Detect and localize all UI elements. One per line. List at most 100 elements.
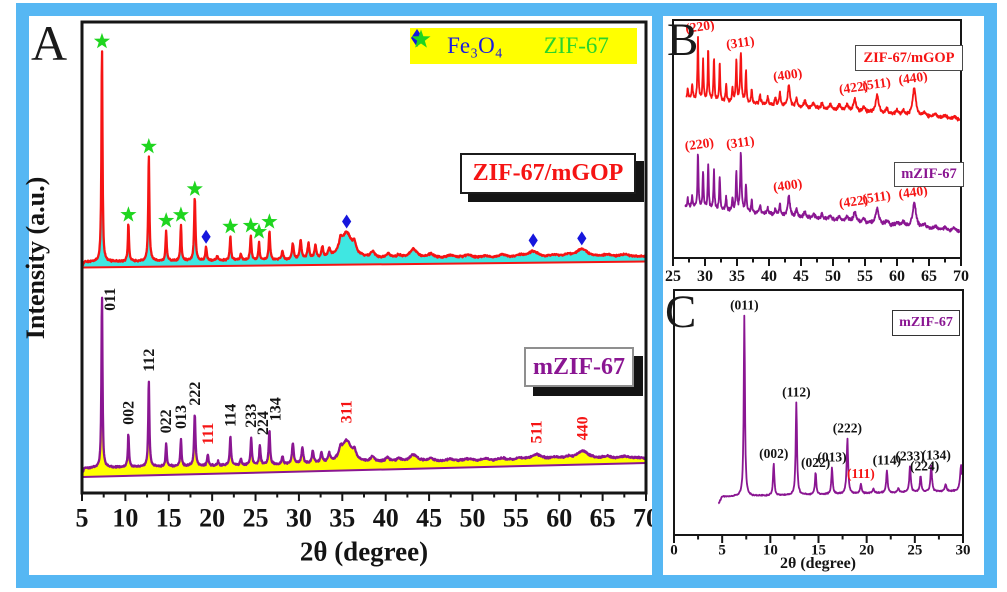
peak-hkl-label: 112: [141, 349, 158, 372]
peak-hkl-label: (111): [847, 466, 875, 481]
panel-a-series-box-mzif67: mZIF-67: [524, 347, 634, 387]
x-tick-label: 15: [156, 503, 182, 532]
peak-hkl-label: 511: [529, 420, 546, 443]
peak-hkl-label: (422): [838, 78, 869, 97]
panel-divider: [652, 16, 663, 575]
fe3o4-diamond-marker: [528, 233, 538, 248]
peak-hkl-label: 022: [158, 409, 175, 433]
peak-hkl-label: (511): [861, 188, 891, 207]
figure-border: [16, 3, 997, 588]
peak-hkl-label: (233): [895, 448, 924, 463]
diffraction-trace: [717, 314, 963, 505]
peak-hkl-label: (311): [725, 133, 755, 152]
x-tick-label: 45: [416, 503, 442, 532]
x-tick-label: 60: [889, 268, 905, 285]
diffraction-trace: [81, 50, 647, 267]
peak-hkl-label: (134): [922, 448, 951, 463]
zif67-star-marker: [140, 137, 157, 154]
panel-B-series-zif67mgop: (220) (311) (400) (422)(511) (440): [684, 17, 961, 122]
peak-hkl-label: 013: [173, 405, 190, 429]
x-tick-label: 30: [956, 542, 971, 558]
x-tick-label: 40: [373, 503, 399, 532]
zif67-star-marker: [242, 217, 259, 233]
x-tick-label: 25: [907, 542, 922, 558]
x-tick-label: 30: [697, 268, 713, 285]
x-tick-label: 20: [859, 542, 874, 558]
peak-hkl-label: 011: [102, 288, 119, 311]
peak-hkl-label: 311: [339, 400, 356, 423]
panel-b-letter: B: [667, 14, 699, 66]
x-tick-label: 40: [761, 268, 777, 285]
fe3o4-diamond-marker: [342, 214, 352, 229]
peak-hkl-label: 134: [267, 397, 284, 421]
peak-hkl-label: (311): [725, 33, 755, 52]
x-tick-label: 50: [459, 503, 485, 532]
x-tick-label: 65: [590, 503, 616, 532]
panel-b-series-box-mzif67: mZIF-67: [894, 162, 964, 187]
panel-b-series-box-zif67mgop: ZIF-67/mGOP: [855, 45, 963, 71]
peak-hkl-label: (022): [801, 455, 830, 470]
peak-hkl-label: (002): [759, 446, 788, 461]
peak-hkl-label: (511): [861, 74, 891, 93]
peak-hkl-label: (222): [833, 421, 862, 436]
panel-c-x-axis-title: 2θ (degree): [779, 555, 857, 572]
x-tick-label: 55: [503, 503, 529, 532]
x-tick-label: 65: [921, 268, 937, 285]
diffraction-trace: [685, 36, 961, 122]
panel-a-y-axis-title: Intensity (a.u.): [21, 176, 50, 340]
x-tick-label: 35: [329, 503, 355, 532]
peak-hkl-label: (440): [897, 183, 928, 202]
panel-C-series-mzif67: (011) (002) (112) (022)(013) (222) (111)(114)…: [717, 298, 963, 505]
baseline-line: [82, 260, 646, 269]
peak-hkl-label: 114: [222, 404, 239, 427]
zif67-star-marker: [93, 32, 111, 49]
legend-zif67-label: ZIF-67: [543, 33, 609, 58]
x-tick-label: 60: [546, 503, 572, 532]
x-tick-label: 10: [112, 503, 138, 532]
x-tick-label: 25: [243, 503, 269, 532]
panel-a-x-axis-title: 2θ (degree): [299, 536, 429, 567]
x-tick-label: 15: [811, 542, 826, 558]
x-tick-label: 50: [825, 268, 841, 285]
panel-c-letter: C: [665, 286, 697, 338]
zif67-star-marker: [222, 218, 239, 234]
panel-a-legend: Fe₃O₄ ZIF-67: [410, 28, 637, 64]
peak-hkl-label: 440: [575, 416, 592, 440]
panel-C-plot: (011) (002) (112) (022)(013) (222) (111)(114)…: [670, 289, 971, 558]
zif67-star-marker: [172, 206, 189, 222]
peak-hkl-label: (011): [730, 298, 759, 313]
panel-c-series-box-mzif67: mZIF-67: [892, 310, 960, 336]
fe3o4-diamond-marker: [577, 231, 587, 246]
peak-hkl-label: 002: [120, 401, 137, 425]
zif67-star-marker: [158, 212, 175, 228]
peak-hkl-label: (013): [817, 449, 846, 464]
panel-B-series-mzif67: (220) (311) (400) (422)(511) (440): [684, 133, 961, 234]
peak-hkl-label: 222: [187, 382, 204, 406]
peak-hkl-label: (114): [873, 452, 902, 467]
zif67-star-marker: [261, 213, 278, 229]
panel-B-plot: (220)(311)(400)(422)(511) (440)(220) (311)…: [665, 17, 969, 285]
x-tick-label: 70: [953, 268, 969, 285]
peak-hkl-label: (224): [910, 459, 939, 474]
x-tick-label: 5: [76, 503, 89, 532]
peak-hkl-label: 233: [243, 404, 260, 428]
peak-hkl-label: 224: [255, 411, 272, 435]
x-tick-label: 45: [793, 268, 809, 285]
panel-a-series-box-zif67mgop: ZIF-67/mGOP: [460, 153, 636, 194]
x-tick-label: 30: [286, 503, 312, 532]
zif67-star-marker: [120, 206, 137, 222]
fill-area: [82, 297, 646, 477]
peak-hkl-label: (422): [838, 192, 869, 211]
peak-hkl-label: 111: [200, 423, 217, 445]
x-tick-label: 35: [729, 268, 745, 285]
peak-hkl-label: (112): [782, 384, 811, 399]
x-tick-label: 10: [763, 542, 778, 558]
zif67-star-marker: [186, 180, 203, 196]
peak-hkl-label: (220): [684, 17, 715, 36]
diffraction-trace: [81, 296, 647, 474]
legend-fe3o4-label: Fe₃O₄: [447, 33, 503, 58]
